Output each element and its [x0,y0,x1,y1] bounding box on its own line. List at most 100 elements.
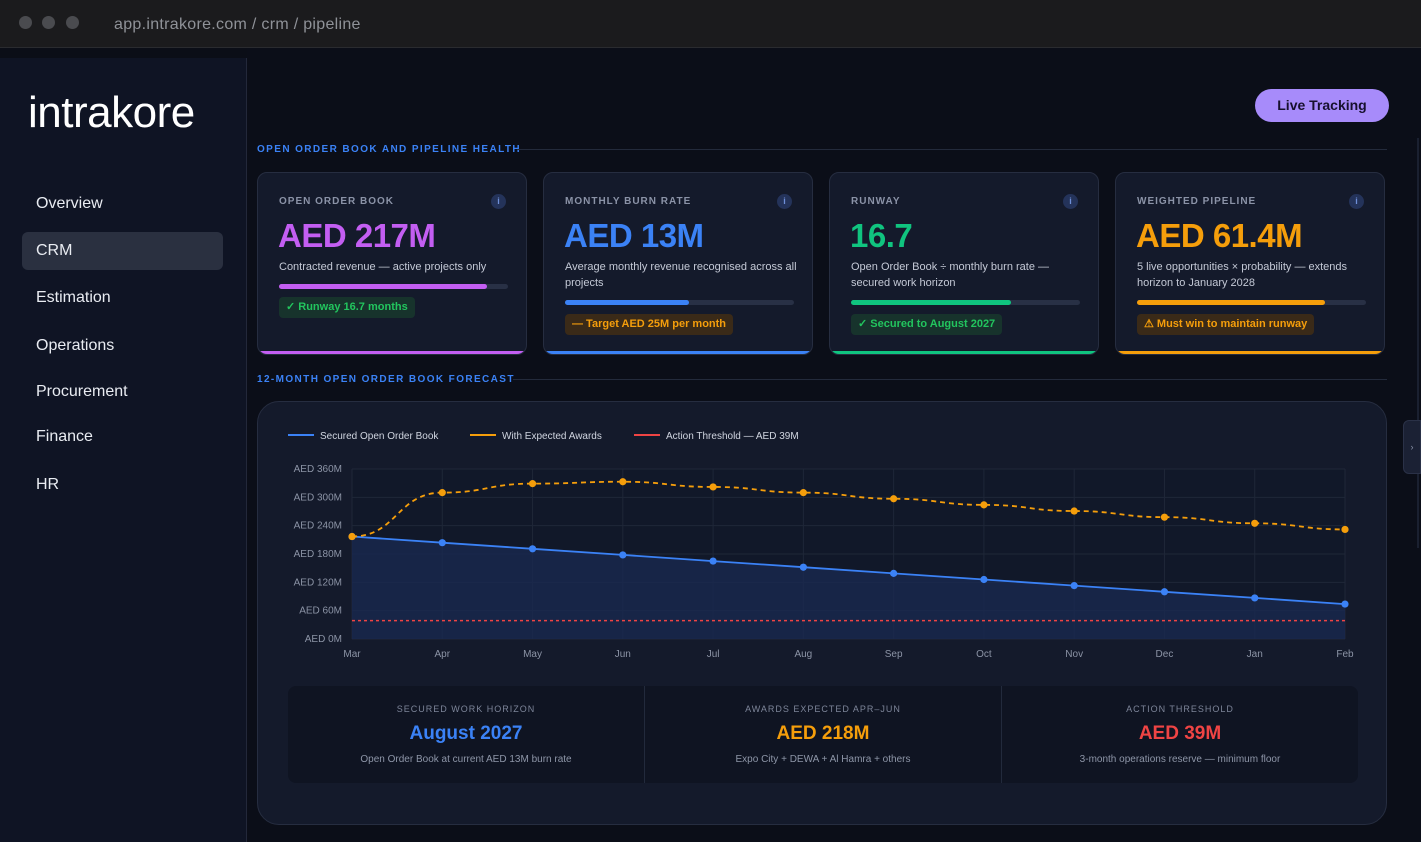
x-tick-label: Apr [434,649,450,660]
sidebar: intrakore Overview CRM Estimation Operat… [0,58,247,842]
data-point [1070,582,1078,590]
stat-subtext: Open Order Book at current AED 13M burn … [360,754,572,765]
legend-item-threshold[interactable]: Action Threshold — AED 39M [634,430,799,444]
sidebar-item-finance[interactable]: Finance [36,428,93,445]
kpi-card-open-order-book[interactable]: OPEN ORDER BOOK i AED 217M Contracted re… [257,172,527,355]
x-tick-label: Nov [1065,649,1083,660]
sidebar-item-crm[interactable]: CRM [22,232,223,270]
data-point [890,495,898,503]
series-line-1 [351,480,1346,538]
y-tick-label: AED 120M [294,577,342,588]
data-point [1251,594,1259,602]
legend-item-secured[interactable]: Secured Open Order Book [288,430,438,444]
kpi-card-weighted-pipeline[interactable]: WEIGHTED PIPELINE i AED 61.4M 5 live opp… [1115,172,1385,355]
section-title-health: OPEN ORDER BOOK AND PIPELINE HEALTH [257,144,522,155]
x-tick-label: Jul [707,649,720,660]
status-badge: ✓ Secured to August 2027 [851,314,1003,335]
data-point [1160,513,1169,521]
stat-subtext: 3-month operations reserve — minimum flo… [1079,754,1281,765]
card-accent-bar [258,351,526,354]
card-description: Open Order Book ÷ monthly burn rate — se… [851,261,1050,289]
data-point [1070,507,1078,515]
series-line-0 [351,535,1346,605]
data-point [438,489,446,497]
x-tick-label: May [523,649,542,660]
card-accent-bar [544,351,812,354]
info-icon[interactable]: i [1349,194,1364,209]
x-tick-label: Sep [885,649,903,660]
card-value: AED 61.4M [1136,217,1303,254]
card-value: AED 217M [278,217,436,254]
data-point [619,551,627,559]
data-point [528,545,537,553]
window-maximize-dot[interactable] [66,16,79,29]
progress-track [565,300,794,305]
progress-fill [279,284,488,289]
info-icon[interactable]: i [491,194,506,209]
stat-action-threshold: ACTION THRESHOLD AED 39M 3-month operati… [1002,686,1358,783]
progress-track [851,300,1080,305]
legend-label: With Expected Awards [502,431,602,442]
card-description: 5 live opportunities × probability — ext… [1137,261,1348,289]
card-value: AED 13M [564,217,704,254]
section-title-forecast: 12-MONTH OPEN ORDER BOOK FORECAST [257,374,515,385]
legend-swatch [470,434,496,437]
x-tick-label: Aug [794,649,812,660]
data-point [1160,588,1169,596]
divider [644,686,645,783]
data-point [438,539,446,547]
card-value: 16.7 [850,217,913,254]
y-tick-label: AED 0M [305,634,342,645]
card-label: MONTHLY BURN RATE [565,196,692,207]
info-icon[interactable]: i [1063,194,1078,209]
data-point [980,501,988,509]
expand-panel-chevron-icon[interactable]: › [1403,420,1421,474]
info-icon[interactable]: i [777,194,792,209]
data-point [980,575,988,584]
sidebar-item-operations[interactable]: Operations [36,337,115,354]
window-close-dot[interactable] [19,16,32,29]
y-tick-label: AED 300M [294,492,342,503]
summary-stats: SECURED WORK HORIZON August 2027 Open Or… [288,686,1358,783]
card-accent-bar [830,351,1098,354]
address-bar[interactable]: app.intrakore.com / crm / pipeline [114,16,361,33]
legend-label: Secured Open Order Book [320,431,439,442]
divider [517,149,1387,150]
legend-swatch [634,434,660,437]
data-point [1251,519,1259,527]
legend-swatch [288,434,314,437]
data-point [799,489,807,497]
sidebar-item-estimation[interactable]: Estimation [36,289,111,306]
data-point [348,532,356,541]
status-badge: ✓ Runway 16.7 months [279,297,415,318]
stat-value: AED 39M [1138,723,1222,744]
progress-track [279,284,508,289]
data-point [799,563,807,571]
data-point [709,557,717,565]
x-tick-label: Jan [1247,649,1263,660]
data-point [528,480,537,488]
stat-awards-expected: AWARDS EXPECTED APR–JUN AED 218M Expo Ci… [645,686,1001,783]
scroll-track [1417,138,1419,548]
card-label: RUNWAY [851,196,901,207]
x-tick-label: Jun [615,649,631,660]
sidebar-item-procurement[interactable]: Procurement [36,383,128,400]
divider [1001,686,1002,783]
window-minimize-dot[interactable] [42,16,55,29]
forecast-line-chart: AED 360M AED 300M AED 240M AED 180M AED 120M… [294,464,1354,660]
sidebar-item-hr[interactable]: HR [36,476,60,493]
divider [513,379,1387,380]
legend-label: Action Threshold — AED 39M [666,431,799,442]
brand-logo[interactable]: intrakore [28,88,195,137]
kpi-card-runway[interactable]: RUNWAY i 16.7 Open Order Book ÷ monthly … [829,172,1099,355]
card-description: Contracted revenue — active projects onl… [279,261,487,273]
kpi-card-monthly-burn-rate[interactable]: MONTHLY BURN RATE i AED 13M Average mont… [543,172,813,355]
live-tracking-button[interactable]: Live Tracking [1255,89,1389,122]
stat-value: August 2027 [409,723,523,744]
sidebar-item-overview[interactable]: Overview [36,195,103,212]
stat-value: AED 218M [776,723,870,744]
legend-item-expected[interactable]: With Expected Awards [470,430,602,444]
y-tick-label: AED 240M [294,521,342,532]
x-tick-label: Oct [976,649,992,660]
data-point [709,483,717,491]
